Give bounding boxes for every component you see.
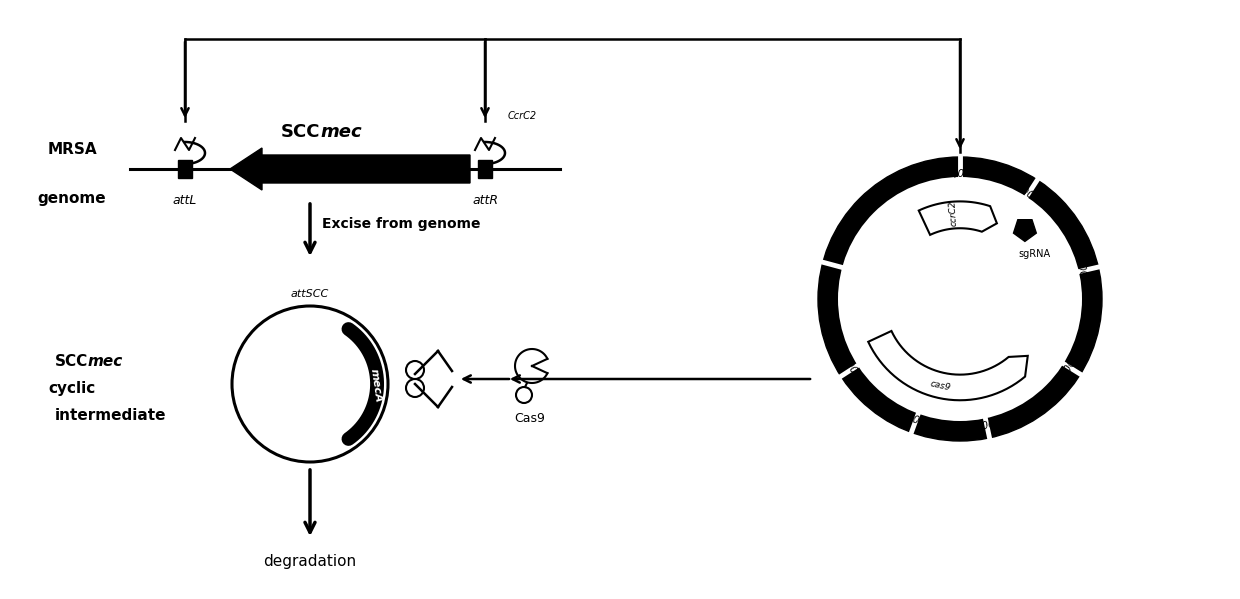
Text: 2000: 2000	[1014, 183, 1042, 205]
Text: mec: mec	[959, 272, 997, 290]
Text: CcrC2: CcrC2	[508, 111, 537, 121]
Text: attSCC: attSCC	[291, 289, 329, 299]
Text: genome: genome	[37, 191, 107, 206]
Text: cyclic: cyclic	[48, 382, 95, 397]
Text: MRSA: MRSA	[47, 142, 97, 157]
Text: SCC: SCC	[921, 272, 959, 290]
FancyArrow shape	[229, 148, 470, 190]
Text: attL: attL	[172, 194, 197, 207]
Bar	[477, 160, 492, 178]
Text: mecA: mecA	[368, 368, 383, 404]
Text: degradation: degradation	[263, 554, 357, 569]
Text: Cas9: Cas9	[515, 412, 546, 425]
Text: mec: mec	[88, 355, 123, 370]
Text: 6000: 6000	[1055, 352, 1078, 379]
Text: mec: mec	[320, 123, 362, 141]
Text: SCC: SCC	[55, 355, 88, 370]
Polygon shape	[919, 201, 997, 235]
Polygon shape	[868, 331, 1028, 400]
Bar	[179, 160, 192, 178]
Text: 10,000: 10,000	[899, 406, 936, 427]
Text: Excise from genome: Excise from genome	[322, 217, 481, 231]
Text: cas9: cas9	[930, 379, 952, 392]
Text: ccrC2: ccrC2	[947, 200, 959, 226]
Text: 4000: 4000	[1074, 257, 1090, 285]
Text: 12,000: 12,000	[942, 169, 978, 179]
Circle shape	[818, 157, 1102, 441]
Text: intermediate: intermediate	[55, 409, 166, 423]
Text: sgRNA: sgRNA	[1019, 249, 1052, 259]
Text: 8000: 8000	[972, 413, 999, 429]
Text: 18000: 18000	[842, 350, 868, 384]
Text: killer: killer	[936, 308, 983, 326]
Circle shape	[838, 177, 1083, 421]
Text: SCC: SCC	[280, 123, 320, 141]
Text: attR: attR	[472, 194, 498, 207]
Polygon shape	[1013, 220, 1037, 241]
